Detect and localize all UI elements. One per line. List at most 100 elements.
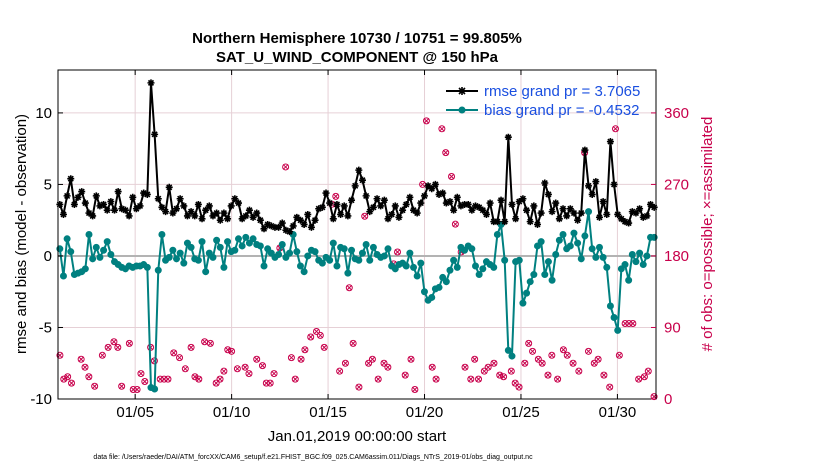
rmse-point [111,206,119,214]
bias-point [340,245,348,253]
bias-point [63,235,71,243]
obs-possible-marker [451,220,459,228]
bias-point [158,231,166,238]
rmse-point [639,213,647,221]
rmse-point [486,199,494,207]
obs-possible-marker [253,355,261,363]
obs-possible-marker [471,355,479,363]
obs-assimilated-marker [564,352,571,359]
obs-possible-marker [191,373,199,381]
bias-point [180,259,188,267]
rmse-point [581,146,589,154]
obs-possible-marker [187,343,195,351]
bias-point [85,231,93,238]
rmse-point [384,215,392,223]
obs-assimilated-marker [442,149,449,156]
obs-possible-marker [129,385,137,393]
obs-assimilated-marker [302,346,308,353]
obs-possible-marker [316,331,324,339]
obs-assimilated-marker [595,356,601,363]
obs-assimilated-marker [242,364,248,371]
rmse-point [362,192,370,200]
rmse-point [238,215,246,223]
rmse-point [282,226,290,234]
rmse-point [326,199,334,207]
obs-assimilated-marker [165,376,171,382]
obs-possible-marker [384,363,392,371]
bias-point [453,263,461,271]
bias-point [198,238,206,246]
obs-possible-marker [475,375,483,383]
rmse-point [220,209,228,217]
rmse-point [293,213,301,221]
rmse-point [585,182,593,190]
obs-possible-marker [301,346,309,354]
obs-possible-marker [490,359,498,367]
obs-possible-marker [125,339,133,347]
rmse-point [311,216,319,224]
obs-possible-marker [559,346,567,354]
rmse-point [78,188,86,196]
obs-possible-marker [233,365,241,373]
rmse-point [300,220,308,228]
obs-possible-marker [515,383,523,391]
obs-possible-marker [110,338,118,346]
bias-point [504,346,512,354]
rmse-point [453,193,461,201]
rmse-point [256,216,264,224]
obs-assimilated-marker [82,364,88,371]
y-tick-label: 0 [44,248,52,265]
rmse-point [147,79,155,87]
rmse-point [603,210,611,218]
rmse-point [552,199,560,207]
obs-assimilated-marker [485,364,492,371]
rmse-point [515,198,523,206]
obs-assimilated-marker [134,386,140,393]
obs-possible-marker [496,371,504,379]
bias-line [58,210,655,390]
bias-point [296,262,304,270]
obs-possible-marker [56,351,64,359]
obs-assimilated-marker [385,364,391,371]
rmse-point [574,216,582,224]
bias-point [585,208,593,216]
bias-point [475,271,483,279]
rmse-point [275,223,283,231]
rmse-point [555,215,563,223]
rmse-point [614,210,622,218]
obs-assimilated-marker [288,354,295,361]
obs-possible-marker [216,375,224,383]
rmse-point [234,199,242,207]
y-tick-label: -5 [39,319,52,336]
legend-bias-label: bias grand pr = -0.4532 [484,102,640,119]
rmse-point [380,196,388,204]
rmse-point [533,220,541,228]
obs-assimilated-marker [114,344,121,351]
bias-point [234,235,242,243]
obs-possible-marker [349,339,357,347]
bias-point [617,265,625,273]
bias-point [435,283,443,291]
rmse-point [439,189,447,197]
rmse-point [461,200,469,208]
bias-point [428,293,436,301]
rmse-point [355,166,363,174]
obs-possible-marker [64,373,72,381]
rmse-point [169,209,177,217]
bias-point [643,252,651,260]
rmse-point [296,216,304,224]
rmse-point [628,208,636,216]
rmse-point [227,202,235,210]
bias-point [555,236,563,244]
bias-point [107,251,115,259]
obs-possible-marker [534,355,542,363]
obs-possible-marker [141,378,149,386]
obs-assimilated-marker [346,284,353,291]
rmse-point [125,212,133,220]
legend: rmse grand pr = 3.7065 bias grand pr = -0… [446,83,640,119]
bias-point [548,276,556,284]
rmse-point [63,192,71,200]
rmse-point [191,212,199,220]
obs-possible-marker [341,359,349,367]
rmse-point [428,185,436,193]
